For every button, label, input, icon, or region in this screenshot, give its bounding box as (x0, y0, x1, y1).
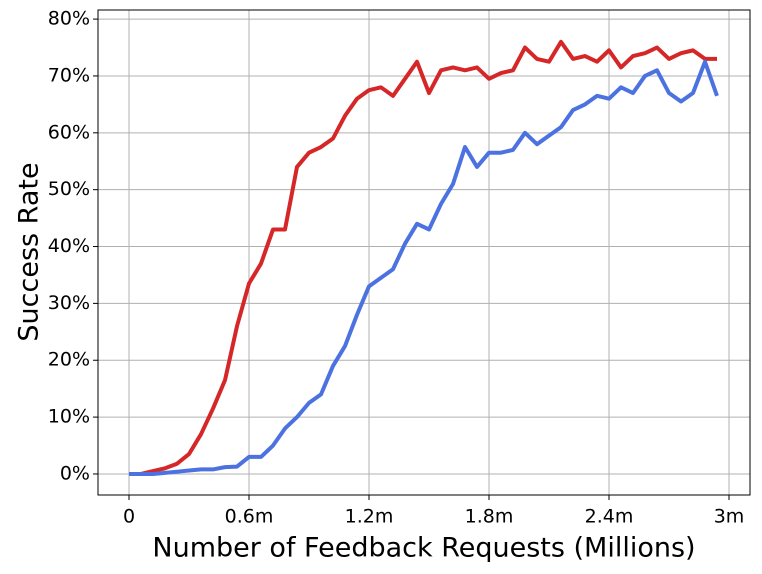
y-tick-label: 10% (48, 406, 90, 428)
x-tick-label: 1.2m (345, 506, 394, 528)
y-tick-label: 0% (60, 462, 90, 484)
y-tick-label: 40% (48, 235, 90, 257)
y-tick-label: 20% (48, 349, 90, 371)
x-tick-label: 1.8m (465, 506, 514, 528)
y-tick-label: 80% (48, 8, 90, 30)
y-tick-label: 30% (48, 292, 90, 314)
y-tick-label: 50% (48, 178, 90, 200)
series-line (129, 39, 717, 476)
series-line (129, 59, 719, 476)
plot-frame (97, 9, 751, 496)
x-tick-label: 3m (714, 506, 745, 528)
x-tick-label: 0.6m (225, 506, 274, 528)
y-tick-label: 70% (48, 64, 90, 86)
y-tick-label: 60% (48, 121, 90, 143)
x-tick-label: 2.4m (585, 506, 634, 528)
x-axis-title: Number of Feedback Requests (Millions) (152, 533, 695, 564)
y-axis-title: Success Rate (14, 162, 45, 341)
x-tick-label: 0 (123, 506, 135, 528)
